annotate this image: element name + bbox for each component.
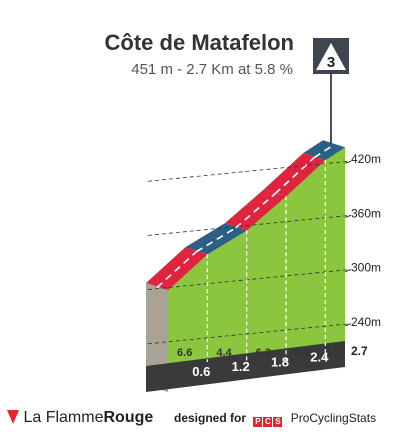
elevation-gridline — [147, 323, 350, 345]
ribbon-dash — [235, 193, 276, 229]
pcs-badge-letter: C — [263, 417, 273, 427]
elevation-tick — [344, 323, 352, 327]
elevation-gridline — [147, 269, 350, 290]
logo-text: La Flamme — [23, 409, 104, 426]
flag-icon — [7, 410, 19, 424]
km-tick-label: 1.2 — [232, 359, 250, 374]
ribbon-dash — [313, 144, 335, 159]
elevation-tick — [344, 214, 352, 218]
elevation-gridline — [147, 215, 350, 236]
logo-text-bold: Rouge — [103, 409, 154, 426]
ribbon-dash — [274, 156, 315, 195]
pcs-badge-letter: S — [273, 417, 283, 427]
km-tick-label: 2.4 — [310, 349, 329, 364]
km-tick-label: 0.6 — [192, 364, 210, 379]
elevation-tick — [344, 269, 352, 273]
surface-edge — [167, 146, 346, 291]
elevation-tick-label: 360m — [351, 206, 381, 220]
credit-brand: ProCyclingStats — [290, 411, 377, 425]
elevation-gridline — [147, 160, 350, 182]
elevation-tick — [344, 160, 352, 164]
segment-gradient-label: 6.6 — [177, 347, 192, 359]
ribbon-dash — [195, 227, 237, 253]
credit-prefix: designed for — [174, 411, 247, 425]
category-label: 3 — [327, 54, 335, 71]
distance-end-label: 2.7 — [351, 344, 368, 358]
profile-base — [146, 341, 345, 392]
climb-subtitle: 451 m - 2.7 Km at 5.8 % — [131, 61, 293, 78]
category-triangle-icon — [316, 43, 346, 70]
km-tick-label: 1.8 — [271, 354, 289, 369]
segment-gradient-label: 4.7 — [325, 347, 340, 359]
segment-gradient-label: 6.3 — [256, 347, 271, 359]
elevation-tick-label: 420m — [351, 152, 381, 166]
gradient-ribbon — [303, 140, 345, 160]
segment-gradient-label: 6.7 — [295, 347, 310, 359]
ribbon-dash — [156, 251, 197, 289]
elevation-tick-label: 300m — [351, 261, 381, 275]
climb-title: Côte de Matafelon — [104, 30, 294, 55]
elevation-tick-label: 240m — [351, 315, 381, 329]
segment-gradient-label: 4.4 — [216, 347, 232, 359]
profile-surface — [168, 147, 345, 366]
pcs-badge-letter: P — [253, 417, 263, 427]
laflammerouge-logo: La FlammeRouge — [7, 409, 153, 427]
